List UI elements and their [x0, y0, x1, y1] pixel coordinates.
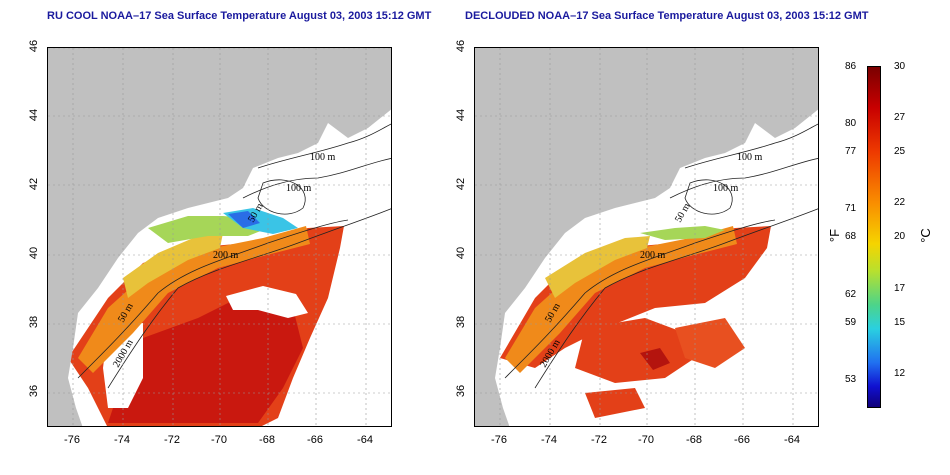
y-tick-label: 46: [28, 39, 40, 53]
x-tick-label: -66: [307, 434, 323, 446]
fahrenheit-tick: 62: [845, 289, 857, 300]
celsius-tick: 12: [894, 368, 906, 379]
map-title-right: DECLOUDED NOAA–17 Sea Surface Temperatur…: [465, 10, 869, 22]
celsius-unit-label: °C: [917, 228, 933, 243]
sst-map-raw-canvas: 100 m 100 m 50 m 200 m 50 m 2000 m: [48, 48, 391, 426]
contour-label: 200 m: [640, 250, 666, 261]
contour-basin: [257, 179, 306, 215]
sst-warm-field: [500, 226, 771, 368]
contour-basin: [684, 179, 733, 215]
map-title-left: RU COOL NOAA–17 Sea Surface Temperature …: [47, 10, 432, 22]
celsius-tick: 20: [894, 231, 906, 242]
contour-label: 100 m: [737, 152, 763, 163]
celsius-tick: 22: [894, 197, 906, 208]
fahrenheit-unit-label: °F: [827, 228, 843, 243]
y-tick-label: 44: [455, 108, 467, 122]
contour-2000m: [534, 208, 818, 389]
x-tick-label: -76: [491, 434, 507, 446]
contour-label: 100 m: [310, 152, 336, 163]
contour-200m: [504, 219, 776, 379]
celsius-tick: 17: [894, 283, 906, 294]
sst-hot-field: [108, 298, 303, 423]
land-mass: [475, 48, 818, 426]
celsius-tick: 25: [894, 146, 906, 157]
celsius-tick: 30: [894, 61, 906, 72]
contour-100m: [257, 123, 391, 169]
fahrenheit-tick: 71: [845, 203, 857, 214]
sst-hot-spot: [640, 348, 670, 370]
contour-label: 100 m: [713, 183, 739, 194]
fahrenheit-tick: 80: [845, 118, 857, 129]
celsius-tick: 27: [894, 112, 906, 123]
celsius-tick: 15: [894, 317, 906, 328]
fahrenheit-tick: 68: [845, 231, 857, 242]
sst-cloud-gap: [226, 286, 308, 318]
land-mass: [48, 48, 391, 426]
y-tick-label: 36: [455, 384, 467, 398]
graticule: [48, 48, 391, 426]
contour-label: 100 m: [286, 183, 312, 194]
fahrenheit-tick: 86: [845, 61, 857, 72]
x-tick-label: -64: [357, 434, 373, 446]
y-tick-label: 46: [455, 39, 467, 53]
x-tick-label: -70: [211, 434, 227, 446]
sst-warm-blob: [575, 318, 695, 383]
sst-map-declouded: 100 m 100 m 50 m 200 m 50 m 2000 m: [474, 47, 819, 427]
fahrenheit-tick: 77: [845, 146, 857, 157]
x-tick-label: -72: [164, 434, 180, 446]
sst-coastal-green: [640, 226, 725, 240]
sst-coastal-yellow: [545, 236, 650, 298]
sst-map-raw: 100 m 100 m 50 m 200 m 50 m 2000 m: [47, 47, 392, 427]
contour-100m: [684, 123, 818, 169]
x-tick-label: -76: [64, 434, 80, 446]
fahrenheit-tick: 53: [845, 374, 857, 385]
x-tick-label: -68: [686, 434, 702, 446]
x-tick-label: -74: [114, 434, 130, 446]
y-tick-label: 42: [455, 177, 467, 191]
x-tick-label: -64: [784, 434, 800, 446]
contour-2000m: [107, 208, 391, 389]
contour-200m: [77, 219, 349, 379]
sst-cold-core: [228, 211, 260, 228]
sst-coastal-yellow: [123, 233, 223, 298]
y-tick-label: 44: [28, 108, 40, 122]
y-tick-label: 40: [455, 246, 467, 260]
y-tick-label: 42: [28, 177, 40, 191]
sst-warm-blob-2: [675, 318, 745, 368]
sst-map-declouded-canvas: 100 m 100 m 50 m 200 m 50 m 2000 m: [475, 48, 818, 426]
y-tick-label: 40: [28, 246, 40, 260]
x-tick-label: -68: [259, 434, 275, 446]
x-tick-label: -74: [541, 434, 557, 446]
contour-50m: [242, 158, 391, 199]
temperature-colorbar: [867, 66, 881, 408]
graticule: [475, 48, 818, 426]
y-tick-label: 38: [28, 315, 40, 329]
contour-50m: [669, 158, 818, 199]
x-tick-label: -66: [734, 434, 750, 446]
x-tick-label: -70: [638, 434, 654, 446]
contour-label: 200 m: [213, 250, 239, 261]
sst-warm-speck: [585, 388, 645, 418]
x-tick-label: -72: [591, 434, 607, 446]
fahrenheit-tick: 59: [845, 317, 857, 328]
y-tick-label: 36: [28, 384, 40, 398]
y-tick-label: 38: [455, 315, 467, 329]
